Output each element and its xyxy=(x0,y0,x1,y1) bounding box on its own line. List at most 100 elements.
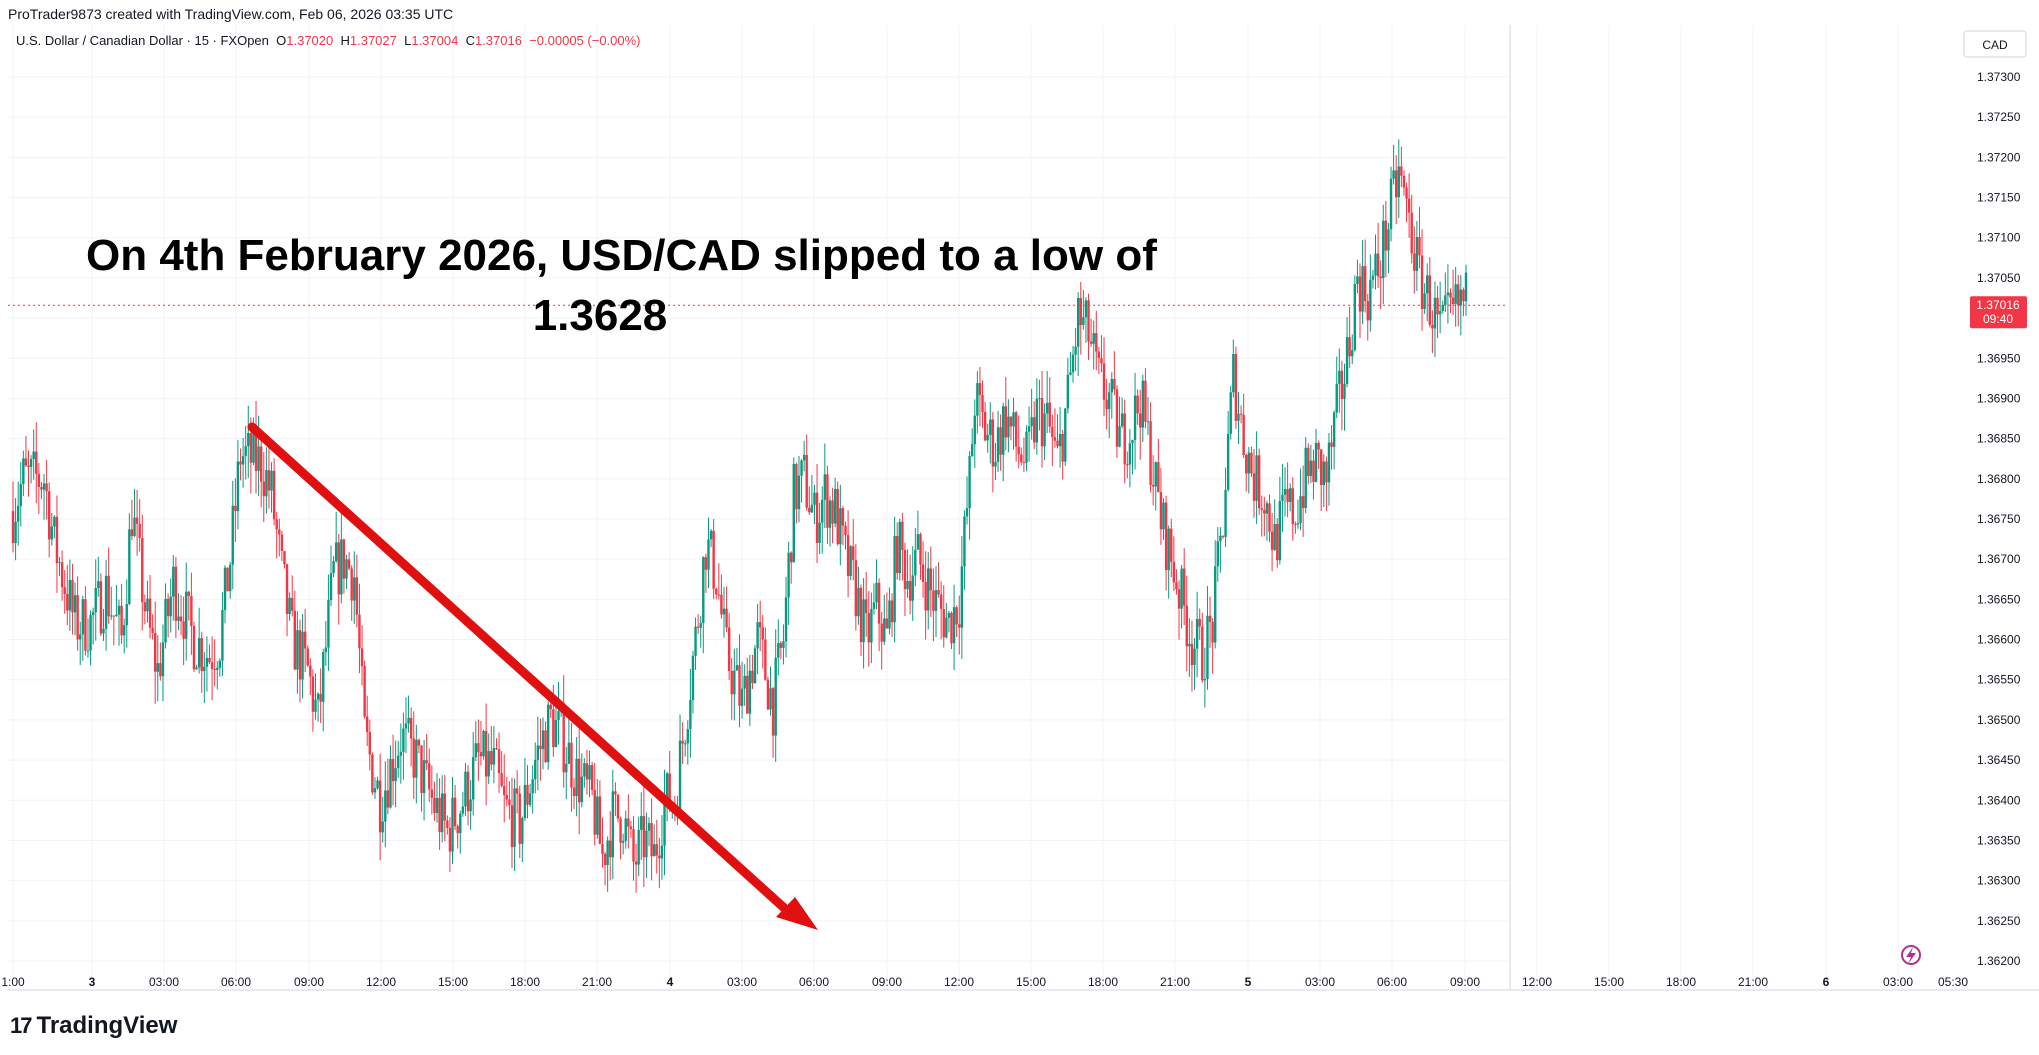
candle xyxy=(464,762,467,817)
candle xyxy=(1431,310,1434,354)
time-tick-label: 06:00 xyxy=(799,975,829,989)
candle xyxy=(451,776,454,865)
candle xyxy=(890,593,894,637)
candle xyxy=(885,592,889,629)
candle xyxy=(787,541,790,625)
candle xyxy=(182,596,185,666)
candle xyxy=(852,519,855,581)
candle xyxy=(1092,320,1095,370)
candle xyxy=(316,692,320,722)
candle xyxy=(1214,540,1217,649)
candle xyxy=(104,560,108,651)
candle xyxy=(482,729,485,760)
candle xyxy=(205,636,209,692)
candle xyxy=(1126,451,1129,479)
candle xyxy=(647,817,651,847)
candle xyxy=(376,776,379,790)
candle xyxy=(544,721,547,763)
candle xyxy=(477,719,480,781)
candle xyxy=(1084,297,1088,343)
candle xyxy=(275,511,278,559)
candle xyxy=(797,455,801,523)
candle xyxy=(1457,274,1460,327)
candle xyxy=(177,593,180,631)
candle xyxy=(792,457,795,563)
candle xyxy=(247,405,250,478)
lightning-icon[interactable] xyxy=(1901,945,1921,965)
candle xyxy=(267,442,271,509)
candle xyxy=(368,719,371,771)
candle xyxy=(306,645,309,667)
candle xyxy=(862,578,865,669)
candle xyxy=(937,562,940,598)
candle xyxy=(345,554,348,589)
candle xyxy=(753,645,757,684)
candle xyxy=(228,561,232,599)
candle xyxy=(521,816,524,863)
candle xyxy=(1071,346,1075,383)
candle xyxy=(756,604,759,675)
candle xyxy=(391,734,395,806)
candle xyxy=(1170,518,1173,578)
candle xyxy=(156,635,159,702)
candle xyxy=(474,721,477,762)
candle xyxy=(942,585,945,648)
candle xyxy=(999,414,1002,471)
candle xyxy=(707,517,710,589)
candle xyxy=(968,451,971,540)
candle xyxy=(128,513,131,606)
high-label: H xyxy=(340,33,350,48)
candle xyxy=(611,769,615,880)
candle xyxy=(1459,275,1463,336)
candle xyxy=(1123,399,1126,484)
candle xyxy=(691,650,695,714)
candle xyxy=(590,761,594,796)
candle xyxy=(1146,396,1150,435)
price-axis[interactable]: 1.37300 1.37250 1.37200 1.37150 1.37100 1.370… xyxy=(1977,70,2021,968)
candle xyxy=(965,476,969,525)
candle xyxy=(541,717,545,770)
candle xyxy=(1193,638,1196,690)
time-axis[interactable]: 1:00 3 03:00 06:00 09:00 12:00 15:00 18:00 21:00… xyxy=(1,975,1968,989)
price-tick-label: 1.36300 xyxy=(1977,874,2021,888)
candle xyxy=(40,482,43,500)
annotation-line1: On 4th February 2026, USD/CAD slipped to… xyxy=(86,231,1157,280)
candle xyxy=(448,817,452,872)
candle xyxy=(640,792,643,860)
candle xyxy=(1221,535,1225,539)
candle xyxy=(500,751,503,788)
candle xyxy=(389,745,392,809)
candle xyxy=(846,510,850,598)
candle xyxy=(1451,269,1455,315)
trend-arrow[interactable] xyxy=(247,422,818,930)
candle xyxy=(844,521,847,550)
candle xyxy=(684,739,687,757)
candle xyxy=(422,739,426,821)
candle xyxy=(1149,402,1152,493)
candle xyxy=(924,551,927,640)
candle xyxy=(1157,438,1160,493)
candle xyxy=(1224,467,1227,547)
candle xyxy=(1276,518,1279,568)
currency-badge[interactable]: CAD xyxy=(1963,30,2027,58)
candle xyxy=(1309,444,1313,484)
candle xyxy=(1012,397,1015,450)
candle xyxy=(958,595,961,655)
candle xyxy=(265,447,268,514)
candle xyxy=(650,798,653,881)
candle xyxy=(841,506,845,546)
candle xyxy=(565,746,568,800)
candle xyxy=(1097,347,1101,374)
symbol-description[interactable]: U.S. Dollar / Canadian Dollar · 15 · FXO… xyxy=(16,33,269,48)
candle xyxy=(632,816,635,881)
tradingview-logo[interactable]: 17 TradingView xyxy=(10,1012,177,1040)
candle xyxy=(303,609,307,673)
candle xyxy=(94,559,97,641)
candle xyxy=(1033,401,1036,450)
candle xyxy=(518,785,521,859)
candle xyxy=(1423,283,1426,314)
candle xyxy=(453,784,457,831)
candle xyxy=(777,619,780,676)
candle xyxy=(580,753,583,808)
